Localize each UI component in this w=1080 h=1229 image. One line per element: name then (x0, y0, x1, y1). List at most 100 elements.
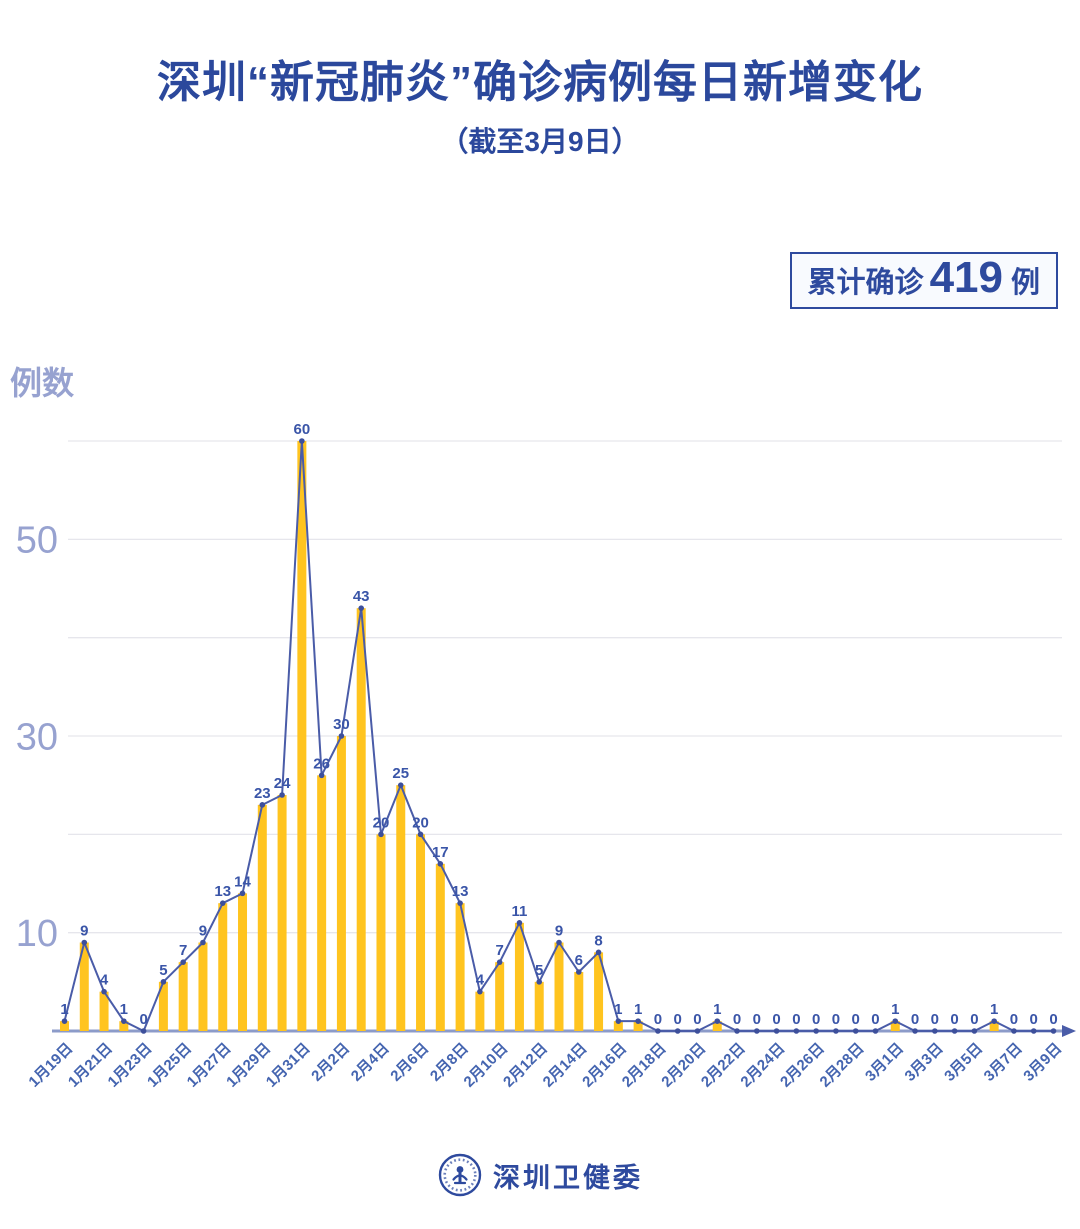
data-point (259, 802, 266, 808)
value-label: 0 (733, 1011, 741, 1028)
x-tick-label: 2月4日 (348, 1040, 393, 1085)
footer-logo: 深圳卫健委 (0, 1152, 1080, 1198)
data-point (615, 1018, 622, 1024)
x-tick-label: 1月31日 (263, 1040, 314, 1091)
data-point (437, 861, 444, 867)
value-label: 23 (254, 785, 271, 802)
bar (475, 991, 485, 1031)
data-point (101, 988, 107, 995)
bar (99, 991, 109, 1031)
bar (376, 834, 386, 1031)
value-label: 26 (313, 755, 330, 772)
infographic-page: 深圳“新冠肺炎”确诊病例每日新增变化 （截至3月9日） 累计确诊 419 例 例… (0, 46, 1080, 1229)
bar (336, 736, 346, 1031)
value-label: 0 (832, 1011, 840, 1028)
data-point (160, 979, 167, 985)
data-point (121, 1018, 127, 1024)
bar (890, 1021, 900, 1031)
value-label: 1 (614, 1001, 622, 1018)
value-label: 4 (100, 972, 109, 989)
data-point (833, 1028, 839, 1034)
value-label: 5 (159, 962, 167, 979)
data-point (338, 733, 345, 739)
value-label: 1 (60, 1001, 68, 1018)
y-tick-label: 30 (16, 716, 58, 758)
page-title: 深圳“新冠肺炎”确诊病例每日新增变化 (157, 58, 923, 107)
bar (435, 863, 445, 1031)
bar (79, 942, 89, 1031)
x-tick-label: 3月7日 (981, 1040, 1026, 1085)
data-point (1030, 1028, 1037, 1034)
y-axis-title: 例数 (10, 365, 75, 401)
bar (514, 922, 524, 1031)
data-point (516, 920, 523, 926)
data-point (991, 1018, 997, 1024)
data-point (714, 1018, 721, 1024)
bar (594, 952, 604, 1031)
value-label: 24 (274, 775, 291, 792)
data-point (813, 1028, 819, 1034)
value-label: 1 (713, 1001, 721, 1018)
value-label: 11 (512, 903, 528, 920)
data-point (61, 1018, 68, 1024)
x-tick-label: 2月6日 (387, 1040, 432, 1085)
badge-label: 累计确诊 (807, 267, 924, 299)
value-label: 5 (535, 962, 543, 979)
data-point (734, 1028, 740, 1034)
value-label: 13 (452, 883, 469, 900)
value-label: 0 (970, 1011, 978, 1028)
data-point (674, 1028, 681, 1034)
bar (277, 795, 287, 1031)
data-point (457, 900, 463, 906)
y-tick-label: 10 (16, 913, 58, 955)
value-label: 0 (1049, 1011, 1057, 1028)
x-tick-label: 3月3日 (902, 1040, 947, 1085)
value-label: 9 (80, 923, 88, 940)
data-point (773, 1028, 780, 1034)
value-label: 0 (1010, 1011, 1018, 1028)
footer-logo-text: 深圳卫健委 (493, 1162, 643, 1193)
value-label: 0 (654, 1011, 662, 1028)
data-point (892, 1018, 899, 1024)
data-point (852, 1028, 859, 1034)
data-point (575, 969, 582, 975)
bar (119, 1021, 129, 1031)
value-label: 0 (852, 1011, 860, 1028)
x-tick-label: 3月1日 (862, 1040, 907, 1085)
data-point (417, 831, 424, 838)
value-label: 0 (812, 1011, 820, 1028)
value-label: 0 (674, 1011, 682, 1028)
data-point (239, 890, 246, 897)
x-tick-label: 2月28日 (817, 1040, 868, 1091)
data-point (655, 1028, 661, 1034)
value-label: 0 (950, 1011, 958, 1028)
data-point (299, 438, 305, 444)
bar (178, 962, 188, 1031)
data-point (397, 782, 404, 788)
data-point (595, 949, 602, 956)
data-point (754, 1028, 760, 1034)
value-label: 6 (575, 952, 583, 969)
bar (158, 981, 168, 1031)
bar (257, 804, 267, 1031)
data-point (872, 1028, 879, 1034)
data-point (318, 772, 325, 779)
data-point (932, 1028, 938, 1034)
badge-value: 419 (929, 253, 1003, 302)
data-point (477, 988, 483, 995)
page-subtitle: （截至3月9日） (440, 126, 640, 157)
bar (297, 441, 307, 1031)
bar (534, 981, 544, 1031)
data-point (279, 792, 285, 798)
health-commission-emblem-icon (438, 1153, 482, 1197)
value-label: 1 (891, 1001, 899, 1018)
data-point (556, 939, 562, 946)
value-label: 43 (353, 588, 370, 605)
value-label: 0 (139, 1011, 147, 1028)
data-point (951, 1028, 958, 1034)
value-label: 0 (1030, 1011, 1038, 1028)
value-label: 60 (294, 421, 311, 438)
data-point (496, 959, 503, 965)
value-label: 20 (412, 814, 429, 831)
bar (633, 1021, 643, 1031)
